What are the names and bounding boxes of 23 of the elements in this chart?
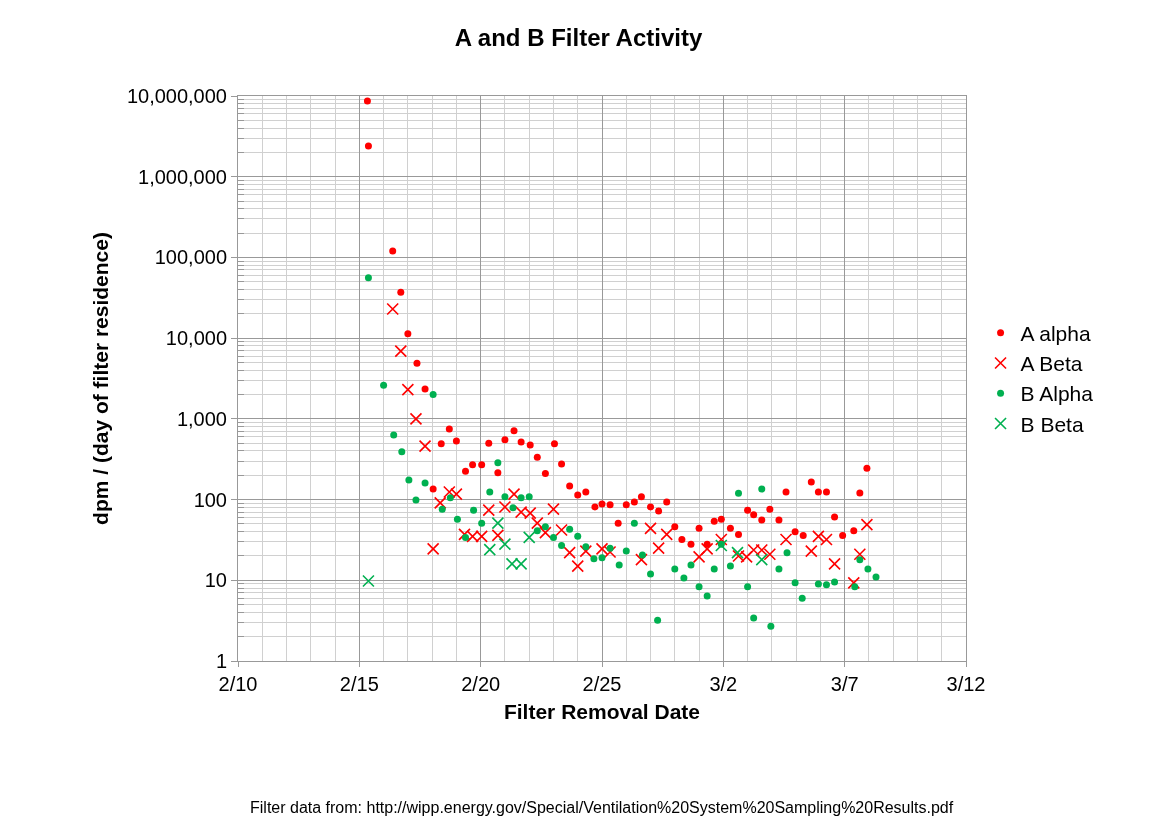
- x-tick-label: 3/2: [709, 673, 738, 695]
- x-tick-label: 3/12: [946, 673, 986, 695]
- x-axis-title: Filter Removal Date: [503, 700, 701, 724]
- text: Filter data from: http://wipp.energy.gov/Special/Ventilation%20System%20Sampling%20Results.pdf: [250, 799, 954, 816]
- x-tick-label: 2/20: [461, 673, 501, 695]
- y-tick-label: 1: [215, 650, 227, 672]
- x-tick-label: 3/7: [830, 673, 859, 695]
- y-axis-title: dpm / (day of filter residence): [89, 232, 113, 525]
- y-tick-label: 1,000: [176, 407, 227, 430]
- x-tick-label: 2/25: [582, 673, 622, 695]
- legend-label: B Alpha: [1020, 382, 1094, 406]
- x-tick-label: 2/10: [218, 673, 258, 695]
- y-tick-label: 10,000,000: [126, 85, 227, 107]
- x-tick-label: 2/15: [339, 673, 379, 695]
- legend-label: A alpha: [1020, 321, 1091, 345]
- legend-label: B Beta: [1020, 412, 1084, 436]
- y-tick-label: 10: [204, 569, 227, 592]
- chart-title: A and B Filter Activity: [454, 23, 703, 51]
- y-tick-label: 1,000,000: [138, 165, 227, 188]
- y-tick-label: 100,000: [154, 246, 227, 269]
- y-tick-label: 10,000: [165, 327, 227, 350]
- legend-label: A Beta: [1020, 352, 1083, 376]
- y-tick-label: 100: [193, 488, 227, 511]
